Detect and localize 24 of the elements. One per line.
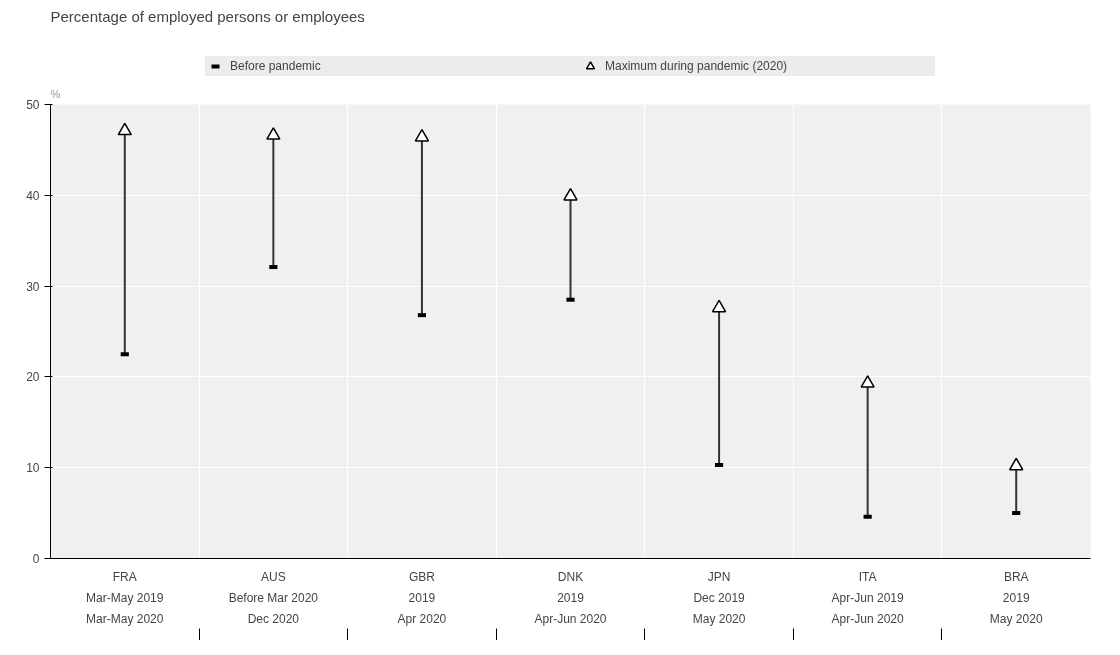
point [266,127,281,140]
y-tick-label: 50 [26,98,40,112]
x-tick-label: DNK 2019 Apr-Jun 2020 [534,569,607,626]
y-tick-label: 10 [26,461,40,476]
legend-label: Maximum during pandemic (2020) [605,59,789,73]
x-tick-label: GBR 2019 Apr 2020 [397,569,447,626]
point [1008,457,1024,471]
x-tick-label: JPN Dec 2019 May 2020 [692,569,746,626]
text: % [50,87,61,100]
y-tick-label: 0 [32,552,40,566]
legend-label: Before pandemic [230,59,322,73]
point [711,299,727,313]
point [563,187,578,201]
x-tick-label: ITA Apr-Jun 2019 Apr-Jun 2020 [831,569,904,626]
point [117,122,133,136]
chart-title: Percentage of employed persons or employees [50,7,365,25]
y-tick-label: 20 [26,370,40,385]
point [414,128,430,142]
x-tick-label: AUS Before Mar 2020 Dec 2020 [228,569,319,626]
y-tick-label: 40 [26,188,40,203]
y-tick-label: 30 [26,279,40,294]
x-tick-label: FRA Mar-May 2019 Mar-May 2020 [86,569,164,626]
point [860,375,875,388]
x-tick-label: BRA 2019 May 2020 [989,569,1043,626]
